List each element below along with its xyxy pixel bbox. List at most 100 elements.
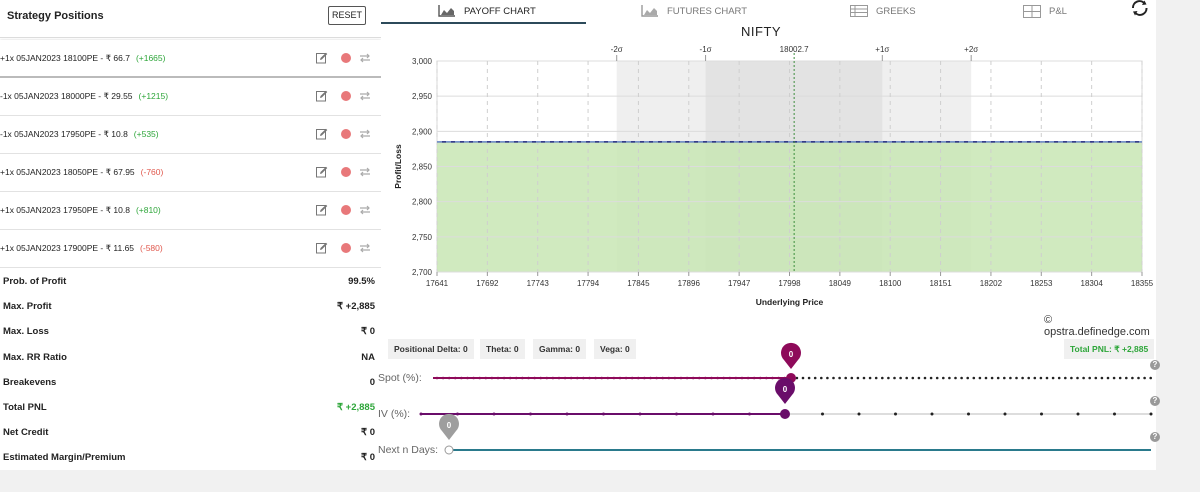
stat-label: Prob. of Profit xyxy=(3,276,67,287)
vega-badge: Vega: 0 xyxy=(594,339,636,359)
spot-tick xyxy=(813,376,817,380)
spot-tick xyxy=(899,376,902,380)
position-row[interactable]: +1x 05JAN2023 18100PE - ₹ 66.7 (+1665) xyxy=(0,40,381,78)
spot-tick xyxy=(454,376,457,380)
spot-tick xyxy=(911,376,915,380)
iv-marker[interactable] xyxy=(775,377,795,404)
spot-tick xyxy=(832,376,835,380)
days-slider-handle[interactable] xyxy=(444,445,454,455)
edit-icon[interactable] xyxy=(315,241,329,255)
spot-tick xyxy=(630,376,634,380)
toggle-dot-icon[interactable] xyxy=(339,127,353,141)
position-row[interactable]: -1x 05JAN2023 18000PE - ₹ 29.55 (+1215) xyxy=(0,78,381,116)
spot-tick xyxy=(466,376,469,380)
spot-tick xyxy=(1094,376,1098,380)
spot-tick xyxy=(948,376,951,380)
spot-tick xyxy=(588,376,591,380)
spot-tick xyxy=(1021,376,1024,380)
position-row[interactable]: -1x 05JAN2023 17950PE - ₹ 10.8 (+535) xyxy=(0,116,381,154)
position-row[interactable]: +1x 05JAN2023 17900PE - ₹ 11.65 (-580) xyxy=(0,230,381,268)
y-tick-label: 2,950 xyxy=(412,92,433,101)
edit-icon[interactable] xyxy=(315,89,329,103)
spot-tick xyxy=(484,376,488,380)
swap-icon[interactable] xyxy=(358,203,372,217)
toggle-dot-icon[interactable] xyxy=(339,51,353,65)
spot-help-icon[interactable]: ? xyxy=(1150,360,1160,370)
spot-tick xyxy=(807,376,811,380)
iv-tick xyxy=(565,412,569,416)
toggle-dot-icon[interactable] xyxy=(339,165,353,179)
position-description: +1x 05JAN2023 18100PE - ₹ 66.7 xyxy=(0,53,130,63)
y-axis-label: Profit/Loss xyxy=(393,144,403,189)
iv-tick xyxy=(967,412,970,416)
spot-tick xyxy=(460,376,463,380)
spot-tick xyxy=(685,376,689,380)
spot-tick xyxy=(929,376,933,380)
iv-slider-handle[interactable] xyxy=(780,409,790,419)
toggle-dot-icon[interactable] xyxy=(339,241,353,255)
spot-tick xyxy=(606,376,610,380)
swap-icon[interactable] xyxy=(358,127,372,141)
spot-tick xyxy=(679,376,683,380)
swap-icon[interactable] xyxy=(358,51,372,65)
tab-label: P&L xyxy=(1049,5,1067,17)
reset-button[interactable]: RESET xyxy=(328,6,366,25)
edit-icon[interactable] xyxy=(315,51,329,65)
spot-tick xyxy=(820,376,823,380)
spot-tick xyxy=(1112,376,1116,380)
toggle-dot-icon[interactable] xyxy=(339,89,353,103)
stat-label: Total PNL xyxy=(3,401,47,413)
iv-tick xyxy=(456,412,459,416)
gamma-badge: Gamma: 0 xyxy=(533,339,587,359)
x-tick-label: 17743 xyxy=(527,279,550,288)
iv-tick xyxy=(748,412,751,416)
iv-slider-label: IV (%): xyxy=(378,408,411,420)
swap-icon[interactable] xyxy=(358,241,372,255)
days-help-icon[interactable]: ? xyxy=(1150,432,1160,442)
stat-value: ₹ 0 xyxy=(361,427,375,439)
x-tick-label: 17641 xyxy=(426,279,449,288)
tab-label: GREEKS xyxy=(876,5,916,17)
tab-payoff-chart[interactable]: PAYOFF CHART xyxy=(438,0,536,22)
swap-icon[interactable] xyxy=(358,89,372,103)
spot-tick xyxy=(1100,376,1104,380)
position-row[interactable]: +1x 05JAN2023 18050PE - ₹ 67.95 (-760) xyxy=(0,154,381,192)
spot-tick xyxy=(765,376,768,380)
iv-tick xyxy=(419,412,423,416)
spot-tick xyxy=(966,376,969,380)
position-description: +1x 05JAN2023 17900PE - ₹ 11.65 xyxy=(0,243,135,253)
iv-help-icon[interactable]: ? xyxy=(1150,396,1160,406)
y-tick-label: 3,000 xyxy=(412,57,433,66)
spot-tick xyxy=(740,376,744,380)
spot-tick xyxy=(1125,376,1128,380)
spot-tick xyxy=(673,376,677,380)
refresh-icon[interactable] xyxy=(1129,0,1151,16)
row-actions xyxy=(315,89,375,105)
spot-tick xyxy=(722,376,725,380)
days-marker[interactable] xyxy=(439,413,459,440)
days-slider-label: Next n Days: xyxy=(378,444,439,456)
row-actions xyxy=(315,165,375,181)
edit-icon[interactable] xyxy=(315,165,329,179)
toggle-dot-icon[interactable] xyxy=(339,203,353,217)
spot-marker[interactable] xyxy=(781,342,801,369)
position-row[interactable]: +1x 05JAN2023 17950PE - ₹ 10.8 (+810) xyxy=(0,192,381,230)
stat-label: Max. Profit xyxy=(3,301,52,313)
tab-futures-chart[interactable]: FUTURES CHART xyxy=(641,0,747,22)
stat-value: 99.5% xyxy=(348,276,375,287)
stat-value: NA xyxy=(361,351,375,363)
position-description: +1x 05JAN2023 18050PE - ₹ 67.95 xyxy=(0,167,135,177)
tab-greeks[interactable]: GREEKS xyxy=(850,0,916,22)
spot-tick xyxy=(710,376,713,380)
y-tick-label: 2,800 xyxy=(412,198,433,207)
swap-icon[interactable] xyxy=(358,165,372,179)
position-pnl: (+1665) xyxy=(135,53,166,63)
spot-tick xyxy=(874,376,878,380)
x-tick-label: 18100 xyxy=(879,279,902,288)
edit-icon[interactable] xyxy=(315,127,329,141)
spot-tick xyxy=(1064,376,1067,380)
payoff-chart[interactable]: 2,700 2,750 2,800 2,850 2,900 2,950 3,000 17641… xyxy=(381,40,1156,312)
edit-icon[interactable] xyxy=(315,203,329,217)
tab-pnl[interactable]: P&L xyxy=(1023,0,1067,22)
spot-tick xyxy=(527,376,530,380)
